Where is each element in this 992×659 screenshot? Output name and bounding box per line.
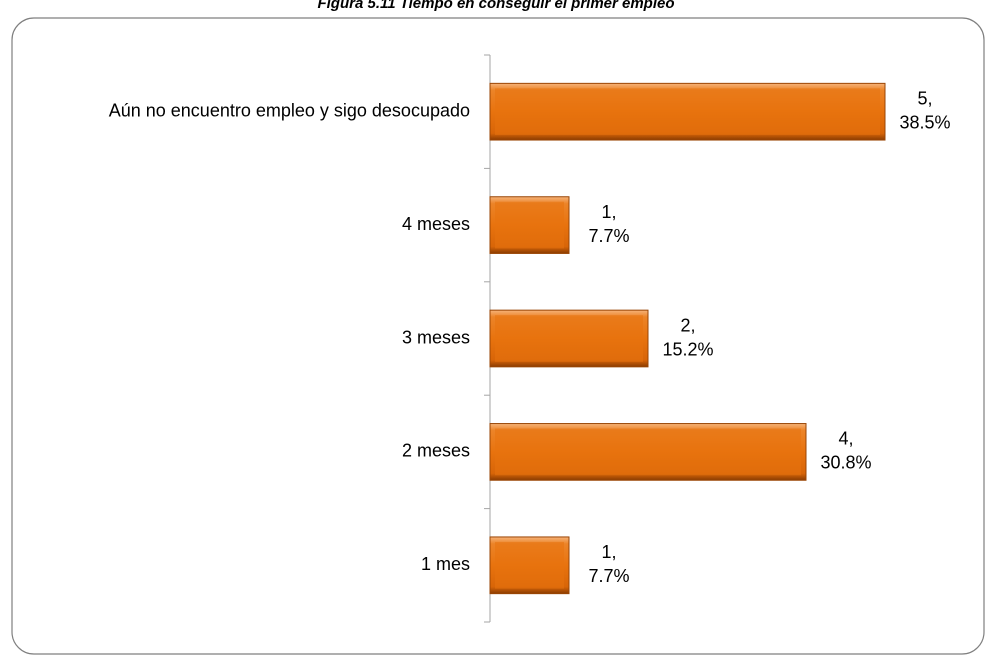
- chart-title: Figura 5.11 Tiempo en conseguir el prime…: [317, 0, 674, 12]
- data-label: 7.7%: [588, 226, 629, 246]
- data-label: 2,: [680, 315, 695, 335]
- data-label: 30.8%: [820, 453, 871, 473]
- data-label: 15.2%: [662, 339, 713, 359]
- bar-bevel: [495, 201, 564, 249]
- category-label: Aún no encuentro empleo y sigo desocupad…: [109, 100, 470, 120]
- data-label: 1,: [601, 542, 616, 562]
- category-label: 2 meses: [402, 441, 470, 461]
- bar-bevel: [495, 428, 801, 476]
- category-label: 4 meses: [402, 214, 470, 234]
- data-label: 5,: [917, 88, 932, 108]
- bar-bevel: [495, 541, 564, 589]
- bar-bevel: [495, 88, 880, 136]
- category-label: 1 mes: [421, 554, 470, 574]
- data-label: 38.5%: [899, 112, 950, 132]
- category-label: 3 meses: [402, 327, 470, 347]
- bar-bevel: [495, 315, 643, 362]
- data-label: 4,: [838, 429, 853, 449]
- data-label: 7.7%: [588, 566, 629, 586]
- data-label: 1,: [601, 202, 616, 222]
